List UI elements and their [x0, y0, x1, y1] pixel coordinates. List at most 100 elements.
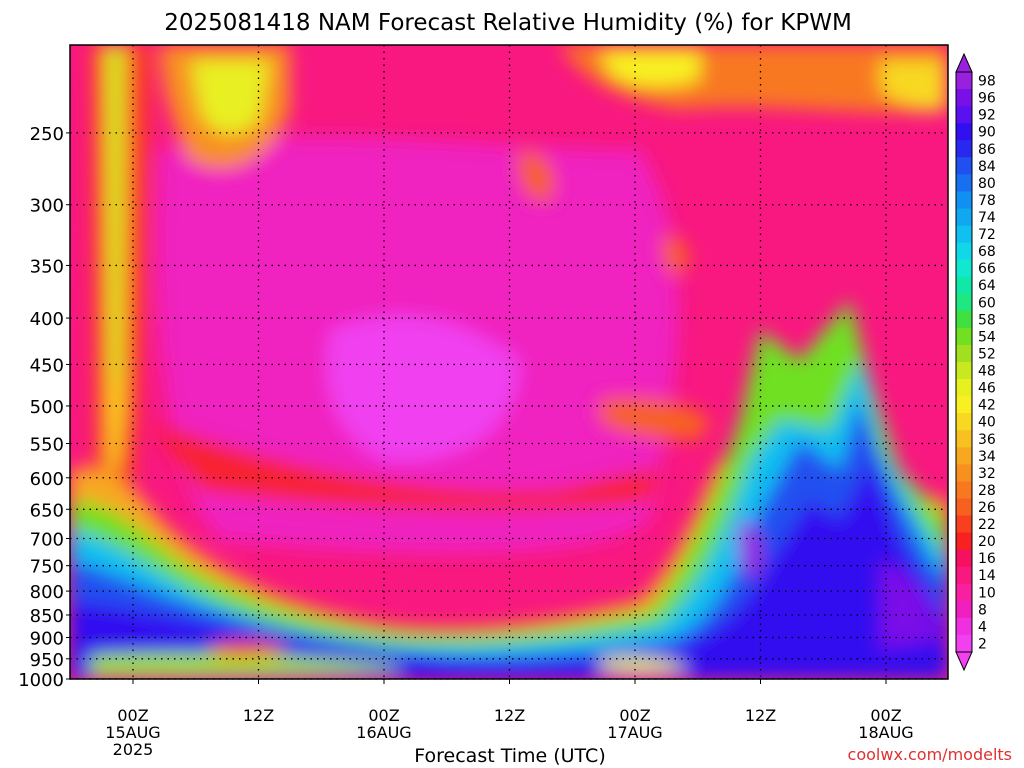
y-tick-label: 350	[30, 256, 64, 277]
colorbar-label: 28	[978, 483, 996, 499]
y-tick-label: 850	[30, 606, 64, 627]
colorbar-label: 14	[978, 568, 996, 584]
y-tick-label: 1000	[18, 670, 64, 691]
x-tick-date: 16AUG	[356, 723, 411, 742]
colorbar-swatch	[956, 106, 972, 124]
colorbar-label: 92	[978, 108, 996, 124]
colorbar-label: 64	[978, 278, 996, 294]
x-tick-hour: 12Z	[745, 706, 776, 725]
credit-text: coolwx.com/modelts	[848, 745, 1012, 764]
y-tick-label: 250	[30, 124, 64, 145]
x-tick-hour: 00Z	[368, 706, 399, 725]
colorbar-swatch	[956, 225, 972, 244]
colorbar-swatch	[956, 617, 972, 636]
colorbar-swatch	[956, 276, 972, 295]
colorbar-swatch	[956, 498, 972, 517]
y-tick-label: 800	[30, 582, 64, 603]
colorbar-swatch	[956, 430, 972, 448]
x-tick-hour: 12Z	[243, 706, 274, 725]
y-tick-label: 300	[30, 196, 64, 217]
colorbar-label: 48	[978, 364, 996, 380]
colorbar-label: 16	[978, 551, 996, 567]
colorbar-label: 32	[978, 466, 996, 482]
rh-field	[70, 45, 948, 679]
colorbar-swatch	[956, 515, 972, 534]
colorbar-swatch	[956, 157, 972, 175]
colorbar-top-arrow	[955, 52, 973, 73]
colorbar-swatch	[956, 464, 972, 482]
colorbar-swatch	[956, 140, 972, 158]
y-tick-label: 750	[30, 557, 64, 578]
colorbar-swatch	[956, 123, 972, 141]
colorbar-label: 80	[978, 176, 996, 192]
colorbar-label: 78	[978, 193, 996, 209]
chart-title: 2025081418 NAM Forecast Relative Humidit…	[164, 10, 852, 36]
y-tick-label: 600	[30, 469, 64, 490]
colorbar-swatch	[956, 293, 972, 312]
y-tick-label: 650	[30, 500, 64, 521]
y-axis-ticks: 2503003504004505005506006507007508008509…	[18, 124, 70, 691]
x-tick-hour: 00Z	[619, 706, 650, 725]
colorbar-frame	[955, 71, 973, 653]
colorbar-label: 86	[978, 142, 996, 158]
colorbar-label: 26	[978, 500, 996, 516]
colorbar-label: 68	[978, 244, 996, 260]
colorbar-label: 36	[978, 432, 996, 448]
colorbar-swatch	[956, 362, 972, 380]
x-tick-hour: 00Z	[870, 706, 901, 725]
colorbar-swatch	[956, 549, 972, 568]
colorbar-label: 52	[978, 346, 996, 362]
colorbar-swatch	[956, 174, 972, 192]
colorbar-swatch	[956, 327, 972, 346]
colorbar-label: 42	[978, 398, 996, 414]
x-tick-date: 18AUG	[858, 723, 913, 742]
colorbar-swatch	[956, 72, 972, 90]
colorbar-swatch	[956, 634, 972, 653]
colorbar-label: 98	[978, 74, 996, 90]
colorbar: 9896929086848078747268666460585452484642…	[955, 52, 996, 672]
colorbar-label: 2	[978, 636, 987, 652]
colorbar-swatch	[956, 242, 972, 261]
x-tick-date: 15AUG	[105, 723, 160, 742]
colorbar-label: 22	[978, 517, 996, 533]
x-tick-hour: 12Z	[494, 706, 525, 725]
colorbar-label: 72	[978, 227, 996, 243]
colorbar-label: 54	[978, 329, 996, 345]
colorbar-label: 4	[978, 619, 987, 635]
colorbar-label: 74	[978, 210, 996, 226]
x-tick-year: 2025	[113, 740, 154, 759]
colorbar-swatch	[956, 447, 972, 465]
colorbar-swatch	[956, 481, 972, 499]
y-tick-label: 700	[30, 529, 64, 550]
colorbar-swatch	[956, 191, 972, 209]
colorbar-swatch	[956, 208, 972, 227]
colorbar-label: 10	[978, 585, 996, 601]
colorbar-swatch	[956, 532, 972, 551]
colorbar-label: 34	[978, 449, 996, 465]
colorbar-label: 8	[978, 602, 987, 618]
colorbar-label: 46	[978, 381, 996, 397]
colorbar-label: 40	[978, 415, 996, 431]
colorbar-label: 58	[978, 312, 996, 328]
colorbar-label: 66	[978, 261, 996, 277]
x-tick-hour: 00Z	[117, 706, 148, 725]
y-tick-label: 550	[30, 434, 64, 455]
colorbar-swatch	[956, 600, 972, 619]
colorbar-swatch	[956, 396, 972, 414]
y-tick-label: 500	[30, 397, 64, 418]
x-tick-date: 17AUG	[607, 723, 662, 742]
colorbar-label: 96	[978, 91, 996, 107]
colorbar-swatch	[956, 310, 972, 329]
colorbar-label: 84	[978, 159, 996, 175]
colorbar-label: 60	[978, 295, 996, 311]
x-axis-label: Forecast Time (UTC)	[414, 745, 605, 767]
colorbar-swatch	[956, 259, 972, 278]
y-tick-label: 900	[30, 628, 64, 649]
colorbar-swatch	[956, 89, 972, 107]
colorbar-label: 20	[978, 534, 996, 550]
y-tick-label: 450	[30, 355, 64, 376]
colorbar-swatch	[956, 379, 972, 397]
y-tick-label: 950	[30, 650, 64, 671]
